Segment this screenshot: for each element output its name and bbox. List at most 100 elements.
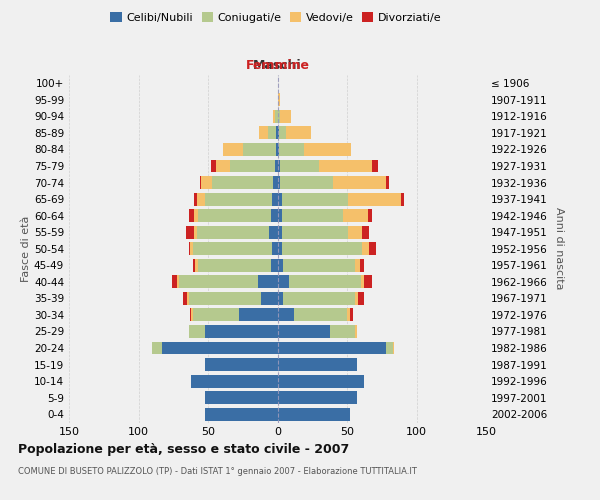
Bar	[350, 308, 353, 322]
Bar	[200, 176, 201, 189]
Text: COMUNE DI BUSETO PALIZZOLO (TP) - Dati ISTAT 1° gennaio 2007 - Elaborazione TUTT: COMUNE DI BUSETO PALIZZOLO (TP) - Dati I…	[18, 468, 417, 476]
Bar	[172, 276, 178, 288]
Bar	[274, 110, 275, 123]
Bar	[272, 192, 277, 205]
Bar	[152, 342, 162, 354]
Bar	[279, 126, 286, 140]
Bar	[362, 226, 369, 238]
Legend: Celibi/Nubili, Coniugati/e, Vedovi/e, Divorziati/e: Celibi/Nubili, Coniugati/e, Vedovi/e, Di…	[106, 8, 446, 28]
Bar	[281, 209, 343, 222]
Bar	[239, 308, 277, 322]
Bar	[349, 226, 362, 238]
Bar	[286, 126, 311, 140]
Bar	[277, 94, 280, 106]
Bar	[211, 160, 217, 172]
Bar	[343, 209, 368, 222]
Bar	[281, 192, 349, 205]
Text: Popolazione per età, sesso e stato civile - 2007: Popolazione per età, sesso e stato civil…	[18, 442, 349, 456]
Bar	[205, 358, 277, 371]
Bar	[188, 292, 261, 305]
Bar	[188, 242, 190, 255]
Bar	[331, 325, 355, 338]
Bar	[205, 192, 272, 205]
Bar	[190, 308, 191, 322]
Bar	[243, 143, 276, 156]
Bar	[205, 325, 277, 338]
Bar	[205, 391, 277, 404]
Bar	[269, 226, 277, 238]
Bar	[355, 325, 357, 338]
Bar	[277, 226, 281, 238]
Bar	[186, 226, 194, 238]
Bar	[191, 308, 193, 322]
Text: Femmine: Femmine	[246, 58, 310, 71]
Bar	[280, 160, 319, 172]
Bar	[272, 242, 277, 255]
Bar	[283, 292, 355, 305]
Bar	[277, 209, 281, 222]
Bar	[190, 242, 193, 255]
Bar	[277, 143, 279, 156]
Bar	[194, 192, 197, 205]
Bar	[277, 374, 364, 388]
Bar	[277, 259, 283, 272]
Bar	[258, 276, 277, 288]
Bar	[319, 160, 372, 172]
Bar	[294, 308, 347, 322]
Bar	[183, 292, 187, 305]
Bar	[277, 325, 331, 338]
Bar	[283, 259, 355, 272]
Bar	[359, 259, 364, 272]
Bar	[277, 292, 283, 305]
Bar	[223, 143, 243, 156]
Bar	[193, 242, 272, 255]
Bar	[271, 209, 277, 222]
Bar	[304, 143, 351, 156]
Y-axis label: Fasce di età: Fasce di età	[21, 216, 31, 282]
Bar	[277, 110, 280, 123]
Bar	[259, 126, 268, 140]
Bar	[362, 242, 369, 255]
Bar	[271, 259, 277, 272]
Bar	[333, 176, 386, 189]
Bar	[188, 209, 194, 222]
Bar	[369, 242, 376, 255]
Bar	[277, 176, 280, 189]
Bar	[205, 408, 277, 420]
Bar	[372, 160, 377, 172]
Bar	[201, 176, 212, 189]
Bar	[191, 374, 277, 388]
Bar	[358, 292, 364, 305]
Text: Maschi: Maschi	[253, 58, 301, 71]
Bar	[276, 126, 277, 140]
Bar	[401, 192, 404, 205]
Bar	[230, 160, 275, 172]
Bar	[355, 259, 359, 272]
Bar	[277, 308, 294, 322]
Bar	[289, 276, 361, 288]
Bar	[355, 292, 358, 305]
Bar	[197, 226, 269, 238]
Bar	[217, 160, 230, 172]
Bar	[277, 160, 280, 172]
Bar	[196, 259, 198, 272]
Bar	[277, 276, 289, 288]
Bar	[198, 209, 271, 222]
Bar	[280, 110, 292, 123]
Bar	[198, 259, 271, 272]
Bar	[275, 160, 277, 172]
Bar	[178, 276, 179, 288]
Bar	[194, 209, 198, 222]
Bar	[277, 126, 279, 140]
Bar	[162, 342, 277, 354]
Bar	[193, 308, 239, 322]
Bar	[361, 276, 364, 288]
Bar	[281, 242, 362, 255]
Bar	[386, 176, 389, 189]
Bar	[194, 226, 197, 238]
Bar	[347, 308, 350, 322]
Bar	[281, 226, 349, 238]
Bar	[280, 176, 333, 189]
Bar	[349, 192, 401, 205]
Bar	[277, 192, 281, 205]
